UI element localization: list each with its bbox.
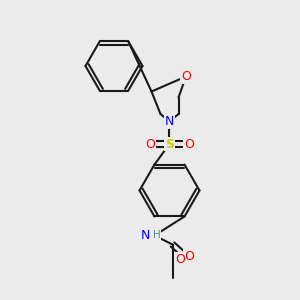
Text: O: O [184,250,194,263]
Text: N: N [165,115,174,128]
Text: H: H [153,230,161,241]
Text: N: N [141,229,150,242]
Text: O: O [145,137,155,151]
Text: O: O [175,253,185,266]
Text: O: O [181,70,191,83]
Text: O: O [184,137,194,151]
Text: S: S [165,137,174,151]
